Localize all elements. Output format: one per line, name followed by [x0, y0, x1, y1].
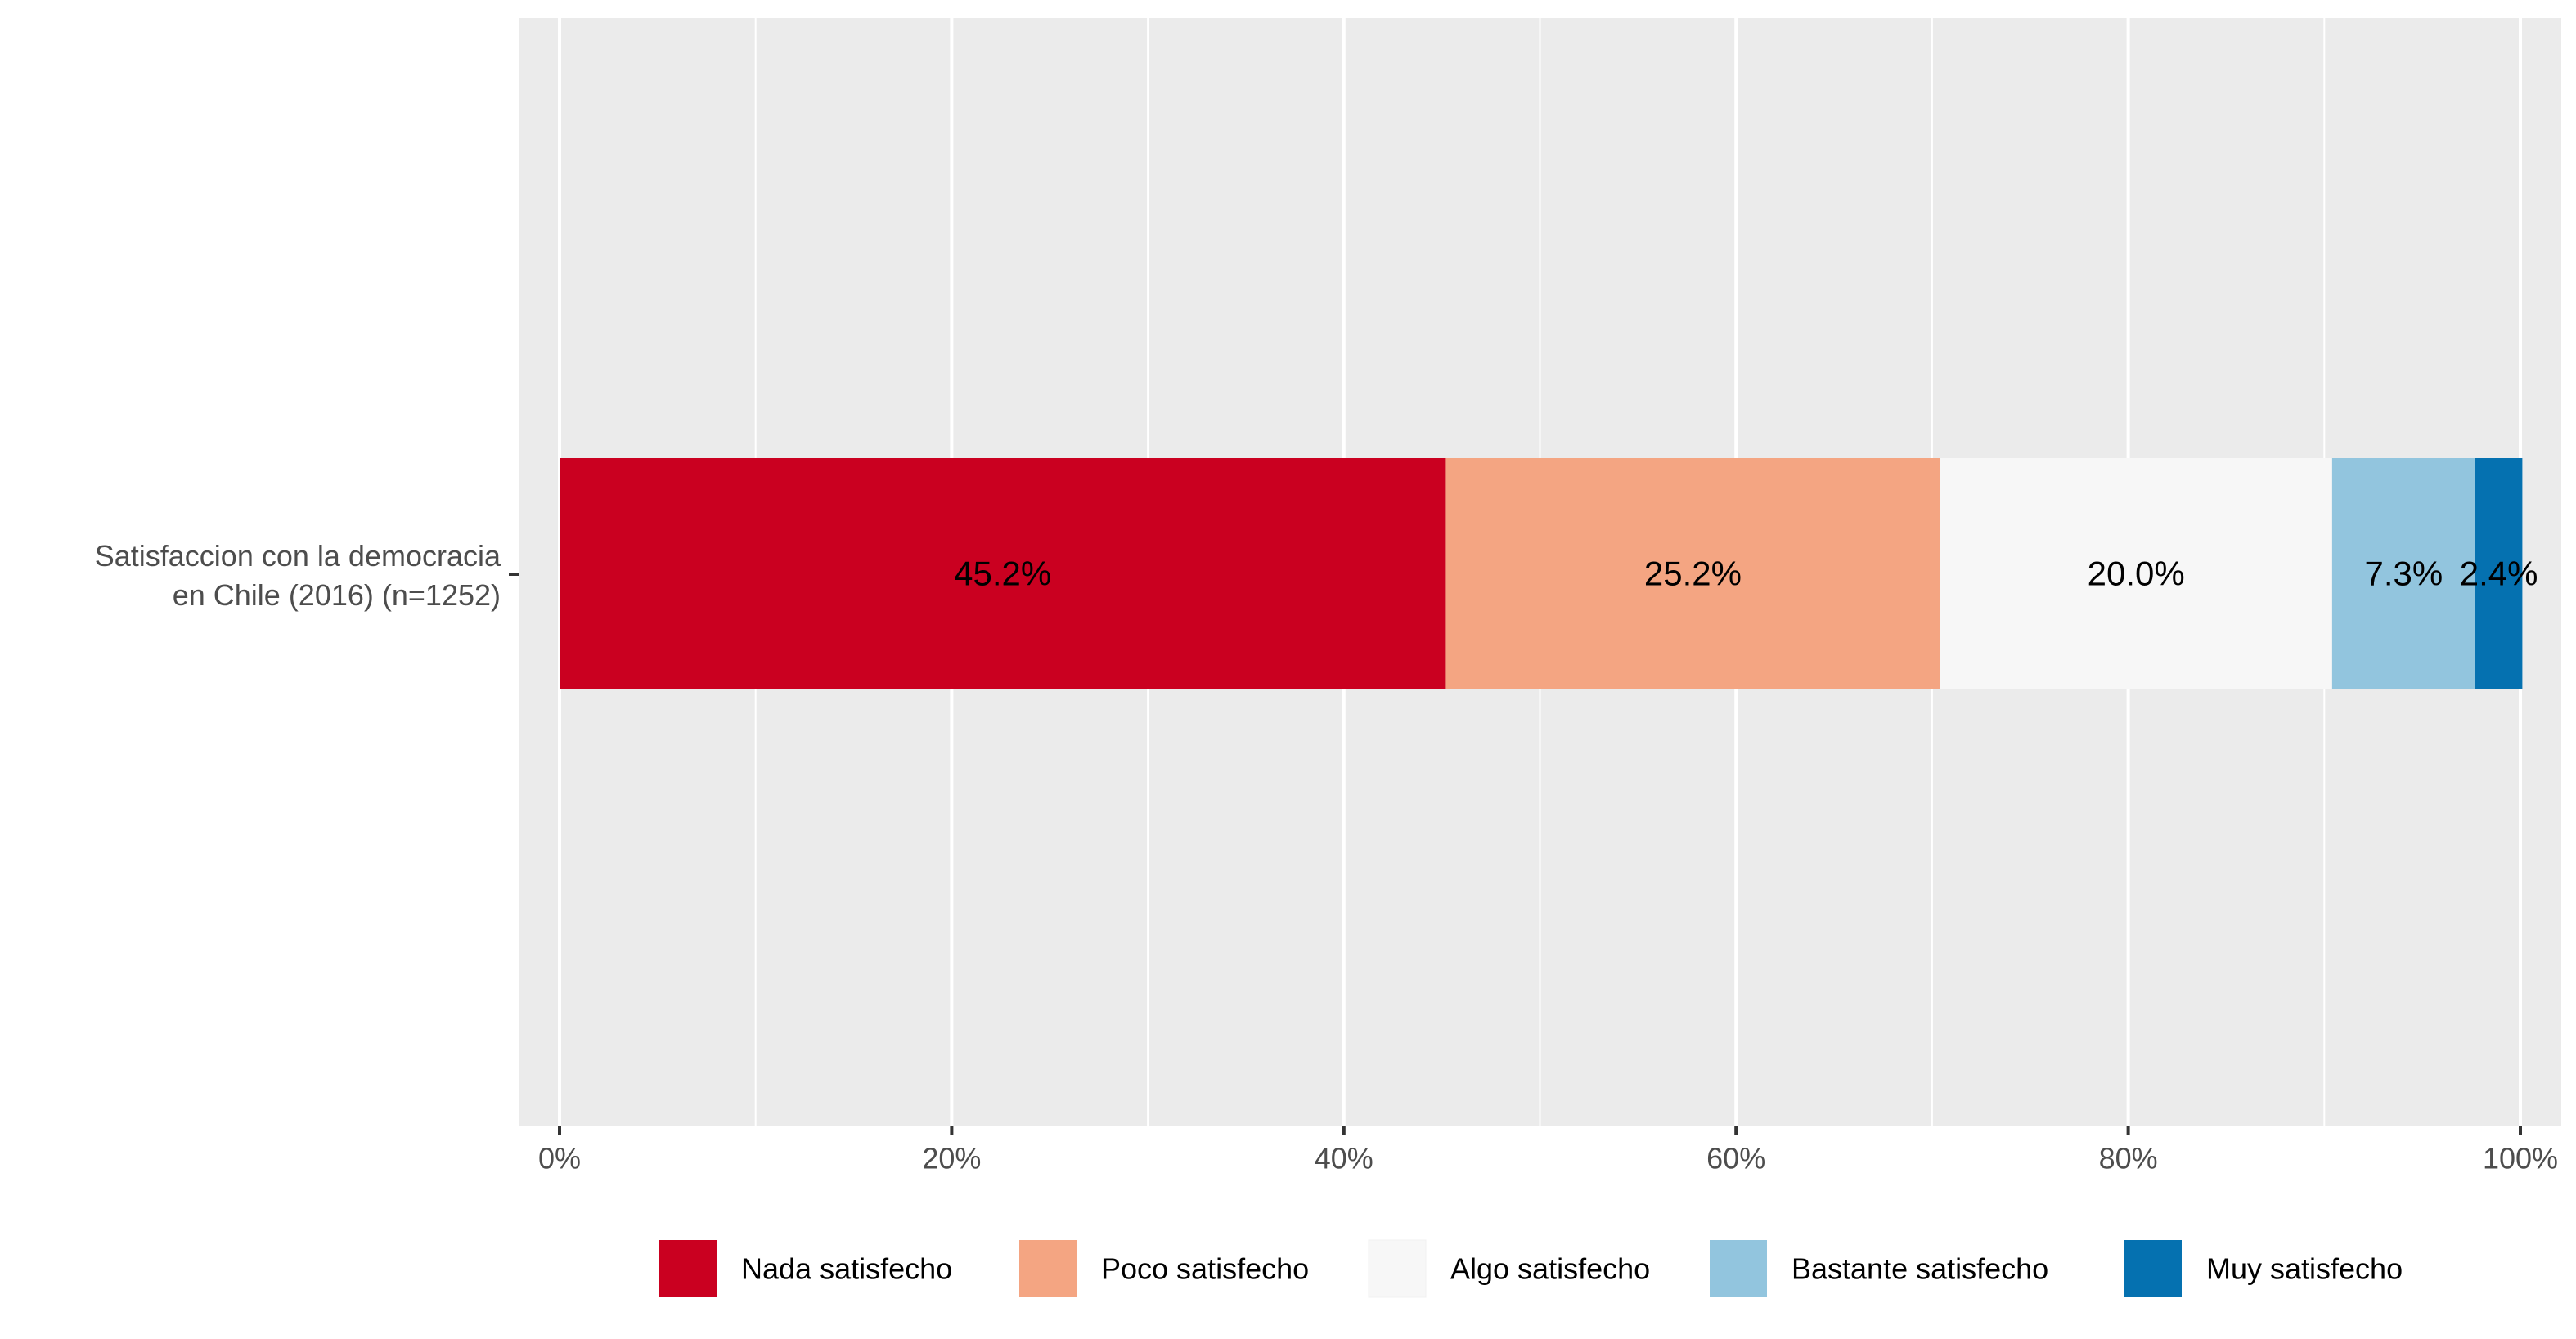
- category-label-line-1: Satisfaccion con la democracia: [95, 539, 501, 573]
- data-label-3: 20.0%: [2088, 555, 2185, 593]
- legend-label-4: Bastante satisfecho: [1792, 1252, 2048, 1286]
- data-label-5: 2.4%: [2460, 555, 2538, 593]
- category-label-line-2: en Chile (2016) (n=1252): [173, 578, 501, 612]
- x-tick-label: 40%: [1315, 1142, 1373, 1175]
- category-label: Satisfaccion con la democracia en Chile (…: [95, 539, 501, 612]
- legend-key-5: [2124, 1240, 2182, 1297]
- legend: Nada satisfecho Poco satisfecho Algo satis…: [659, 1239, 2403, 1298]
- legend-label-3: Algo satisfecho: [1450, 1252, 1650, 1286]
- legend-key-4: [1710, 1240, 1767, 1297]
- x-tick-label: 0%: [538, 1142, 581, 1175]
- legend-key-1: [659, 1240, 717, 1297]
- x-tick-label: 100%: [2483, 1142, 2558, 1175]
- bar-segment-2: [1445, 458, 1940, 689]
- bar-segment-4: [2331, 458, 2475, 689]
- legend-label-5: Muy satisfecho: [2206, 1252, 2403, 1286]
- legend-label-1: Nada satisfecho: [741, 1252, 952, 1286]
- data-label-4: 7.3%: [2365, 555, 2443, 593]
- bar-segment-5: [2475, 458, 2523, 689]
- x-tick-label: 80%: [2099, 1142, 2158, 1175]
- legend-key-3: [1368, 1239, 1427, 1298]
- x-tick-label: 60%: [1706, 1142, 1765, 1175]
- bar-segment-1: [560, 458, 1446, 689]
- data-label-2: 25.2%: [1644, 555, 1742, 593]
- data-label-1: 45.2%: [954, 555, 1051, 593]
- legend-label-2: Poco satisfecho: [1101, 1252, 1309, 1286]
- x-tick-label: 20%: [922, 1142, 981, 1175]
- bar-segment-3: [1940, 458, 2332, 689]
- legend-key-2: [1019, 1240, 1077, 1297]
